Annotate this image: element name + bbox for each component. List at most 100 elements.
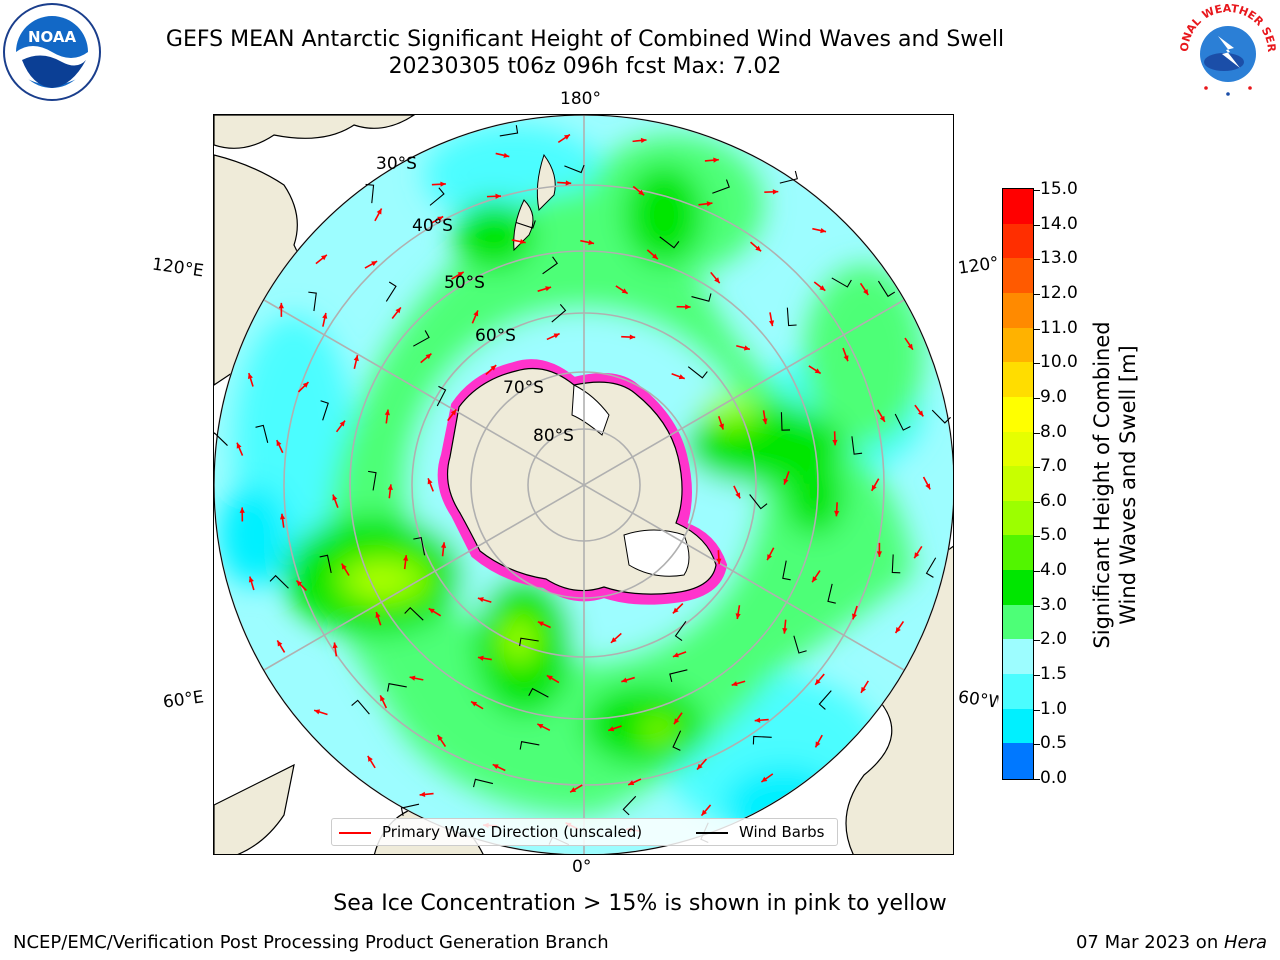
wind-barb: [404, 606, 424, 621]
wave-arrow-head: [716, 558, 722, 565]
wind-barb: [622, 795, 637, 816]
wind-barb: [387, 683, 407, 692]
wave-arrow-head: [588, 239, 595, 245]
wave-arrow-head: [302, 382, 309, 388]
wave-arrow-head: [629, 334, 636, 340]
wave-arrow-head: [519, 239, 526, 245]
wave-arrow-head: [537, 621, 544, 627]
wave-arrow-head: [537, 723, 544, 729]
lat-label-70s: 70°S: [503, 378, 544, 398]
wave-arrow-head: [236, 442, 242, 449]
polar-map: 30°S 40°S 50°S 60°S 70°S 80°S: [213, 114, 954, 855]
colorbar-tick-label: 4.0: [1040, 560, 1068, 581]
colorbar-tick-mark: [1034, 536, 1040, 538]
wind-barb: [564, 164, 585, 174]
wave-arrow-head: [428, 608, 435, 614]
colorbar-tick-mark: [1034, 501, 1040, 503]
colorbar-tick-mark: [1034, 467, 1040, 469]
colorbar-tick-label: 15.0: [1040, 179, 1078, 199]
meridian-label-60w: 60°W: [956, 687, 1000, 713]
wave-arrow-head: [332, 642, 338, 649]
wind-barb: [786, 307, 797, 327]
wave-arrow-head: [564, 134, 570, 140]
colorbar-segment: [1003, 466, 1033, 502]
wave-arrow-head: [832, 439, 838, 446]
wave-arrow-head: [876, 551, 883, 557]
legend-wave-direction: Primary Wave Direction (unscaled): [382, 823, 643, 841]
wave-arrow-head: [697, 763, 703, 770]
colorbar-segment: [1003, 362, 1033, 398]
wind-barb: [782, 560, 791, 581]
nws-logo-icon: NATIONAL WEATHER SERVICE: [1173, 0, 1278, 102]
wind-barb: [473, 778, 494, 788]
wave-arrow-head: [457, 271, 464, 277]
wave-arrow-head: [321, 254, 327, 261]
wave-arrow-head: [925, 483, 931, 490]
wind-barb: [385, 281, 397, 302]
wave-arrow-head: [714, 277, 720, 284]
wind-barb: [659, 236, 680, 249]
colorbar-tick-mark: [1034, 224, 1040, 226]
colorbar-segment: [1003, 604, 1033, 640]
wave-arrow-head: [685, 304, 691, 310]
wave-arrow-head: [672, 607, 679, 614]
wind-barb: [319, 554, 332, 574]
wind-barb: [827, 583, 836, 604]
wind-barb: [891, 554, 901, 574]
wave-arrow-head: [375, 611, 381, 618]
svg-text:NOAA: NOAA: [28, 28, 77, 46]
colorbar-segment: [1003, 674, 1033, 710]
colorbar-tick-label: 6.0: [1040, 490, 1068, 511]
colorbar-label-line1: Significant Height of Combined: [1090, 321, 1114, 649]
wave-arrow-head: [871, 484, 877, 491]
legend-wind-barbs: Wind Barbs: [739, 823, 825, 841]
wave-arrow-head: [380, 695, 385, 702]
wind-barb: [308, 291, 317, 312]
wave-arrow-head: [384, 409, 390, 416]
wave-arrow-head: [565, 180, 572, 186]
meridian-label-120w: 120°W: [956, 253, 1000, 279]
wave-arrow-head: [409, 675, 416, 681]
colorbar-tick-mark: [1034, 571, 1040, 573]
colorbar-tick-mark: [1034, 675, 1040, 677]
wave-arrow-head: [767, 554, 773, 561]
colorbar-segment: [1003, 535, 1033, 571]
lat-label-30s: 30°S: [376, 154, 417, 174]
wave-arrow-head: [772, 189, 779, 195]
wave-arrow-head: [638, 189, 645, 196]
colorbar-segment: [1003, 708, 1033, 744]
colorbar-tick-label: 1.0: [1040, 698, 1068, 719]
colorbar-tick-label: 14.0: [1040, 213, 1078, 234]
colorbar-segment: [1003, 258, 1033, 294]
wave-arrow-head: [296, 580, 303, 587]
wave-arrow-head: [815, 678, 821, 685]
colorbar-tick-label: 2.0: [1040, 629, 1068, 650]
wave-arrow-head: [735, 492, 741, 499]
wind-barb: [925, 557, 937, 578]
wind-barb: [413, 536, 426, 556]
colorbar-tick-label: 5.0: [1040, 525, 1068, 546]
wave-arrow-head: [621, 677, 628, 683]
wind-barb: [712, 179, 730, 194]
legend-wave-line-icon: [339, 832, 371, 834]
wind-barb: [779, 170, 798, 184]
wave-arrow-head: [713, 157, 719, 163]
colorbar-segment: [1003, 431, 1033, 467]
colorbar-segment: [1003, 327, 1033, 363]
wave-arrow-head: [754, 717, 761, 723]
chart-title: GEFS MEAN Antarctic Significant Height o…: [165, 27, 1005, 52]
wave-arrow-head: [621, 288, 628, 294]
colorbar-tick-mark: [1034, 432, 1040, 434]
wave-arrow-head: [782, 627, 788, 634]
new-zealand: [536, 153, 556, 212]
latitude-labels: 30°S 40°S 50°S 60°S 70°S 80°S: [376, 154, 574, 446]
wind-barb: [320, 400, 329, 421]
wave-arrow-head: [477, 597, 484, 603]
wave-arrow-head: [341, 563, 347, 570]
wave-arrow-head: [820, 227, 827, 234]
wave-arrow-head: [860, 686, 867, 693]
wave-arrow-head: [503, 152, 510, 158]
wind-barbs: [214, 125, 951, 846]
wave-arrow-head: [610, 637, 617, 643]
wave-arrow-head: [672, 652, 679, 658]
